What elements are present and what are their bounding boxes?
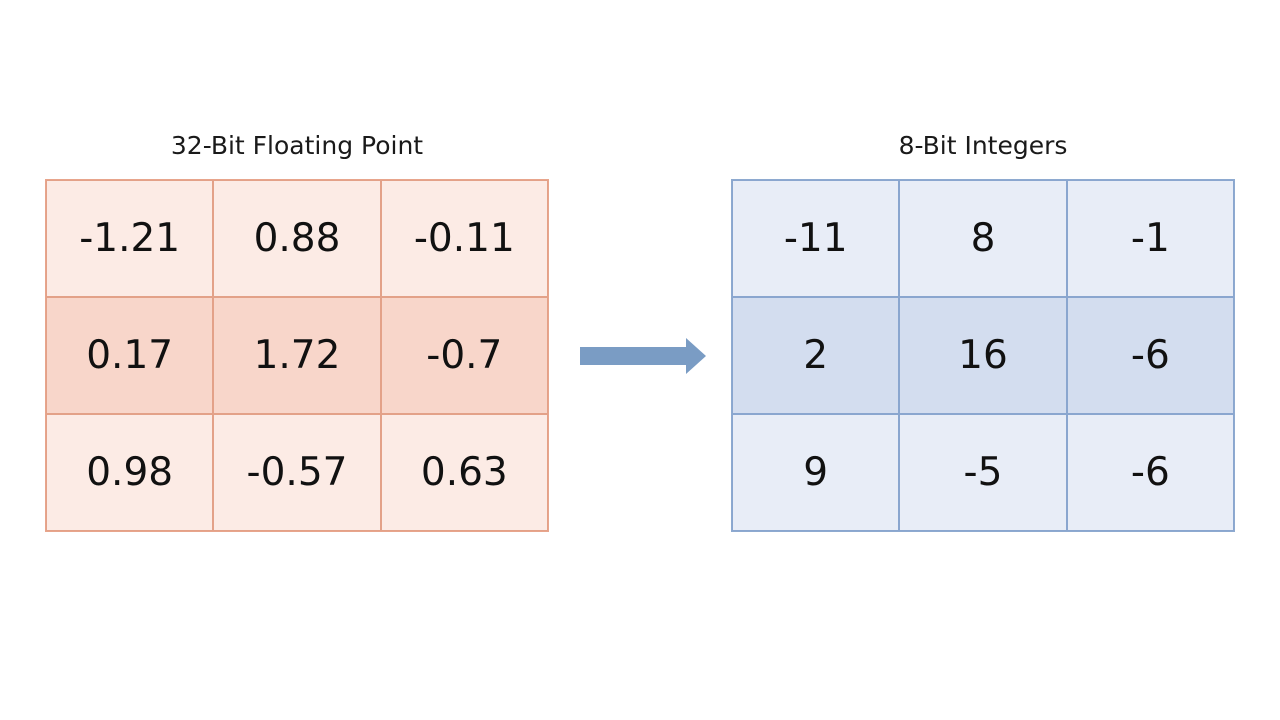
- int8-cell-r1-c3: -1: [1066, 180, 1234, 297]
- int8-cell-r1-c2: 8: [899, 180, 1067, 297]
- int8-matrix-panel: 8-Bit Integers -11 8 -1 2 16 -6 9 -5 -6: [731, 127, 1235, 532]
- float32-cell-r2-c3: -0.7: [380, 297, 548, 414]
- int8-cell-r2-c2: 16: [899, 297, 1067, 414]
- float32-matrix-title: 32-Bit Floating Point: [170, 131, 424, 160]
- int8-cell-r1-c1: -11: [732, 180, 900, 297]
- float32-cell-r1-c2: 0.88: [213, 180, 381, 297]
- int8-matrix-grid: -11 8 -1 2 16 -6 9 -5 -6: [731, 179, 1235, 532]
- float32-cell-r3-c1: 0.98: [46, 414, 214, 531]
- int8-matrix-title: 8-Bit Integers: [898, 131, 1068, 160]
- float32-cell-r3-c2: -0.57: [213, 414, 381, 531]
- float32-matrix-grid: -1.21 0.88 -0.11 0.17 1.72 -0.7 0.98 -0.…: [45, 179, 549, 532]
- int8-cell-r2-c1: 2: [732, 297, 900, 414]
- right-arrow-icon: [580, 338, 706, 374]
- float32-cell-r1-c3: -0.11: [380, 180, 548, 297]
- float32-matrix-panel: 32-Bit Floating Point -1.21 0.88 -0.11 0…: [45, 127, 549, 532]
- arrow-shape: [580, 338, 706, 374]
- int8-cell-r3-c3: -6: [1066, 414, 1234, 531]
- float32-cell-r2-c1: 0.17: [46, 297, 214, 414]
- float32-cell-r1-c1: -1.21: [46, 180, 214, 297]
- float32-cell-r3-c3: 0.63: [380, 414, 548, 531]
- float32-cell-r2-c2: 1.72: [213, 297, 381, 414]
- int8-cell-r2-c3: -6: [1066, 297, 1234, 414]
- int8-cell-r3-c2: -5: [899, 414, 1067, 531]
- int8-cell-r3-c1: 9: [732, 414, 900, 531]
